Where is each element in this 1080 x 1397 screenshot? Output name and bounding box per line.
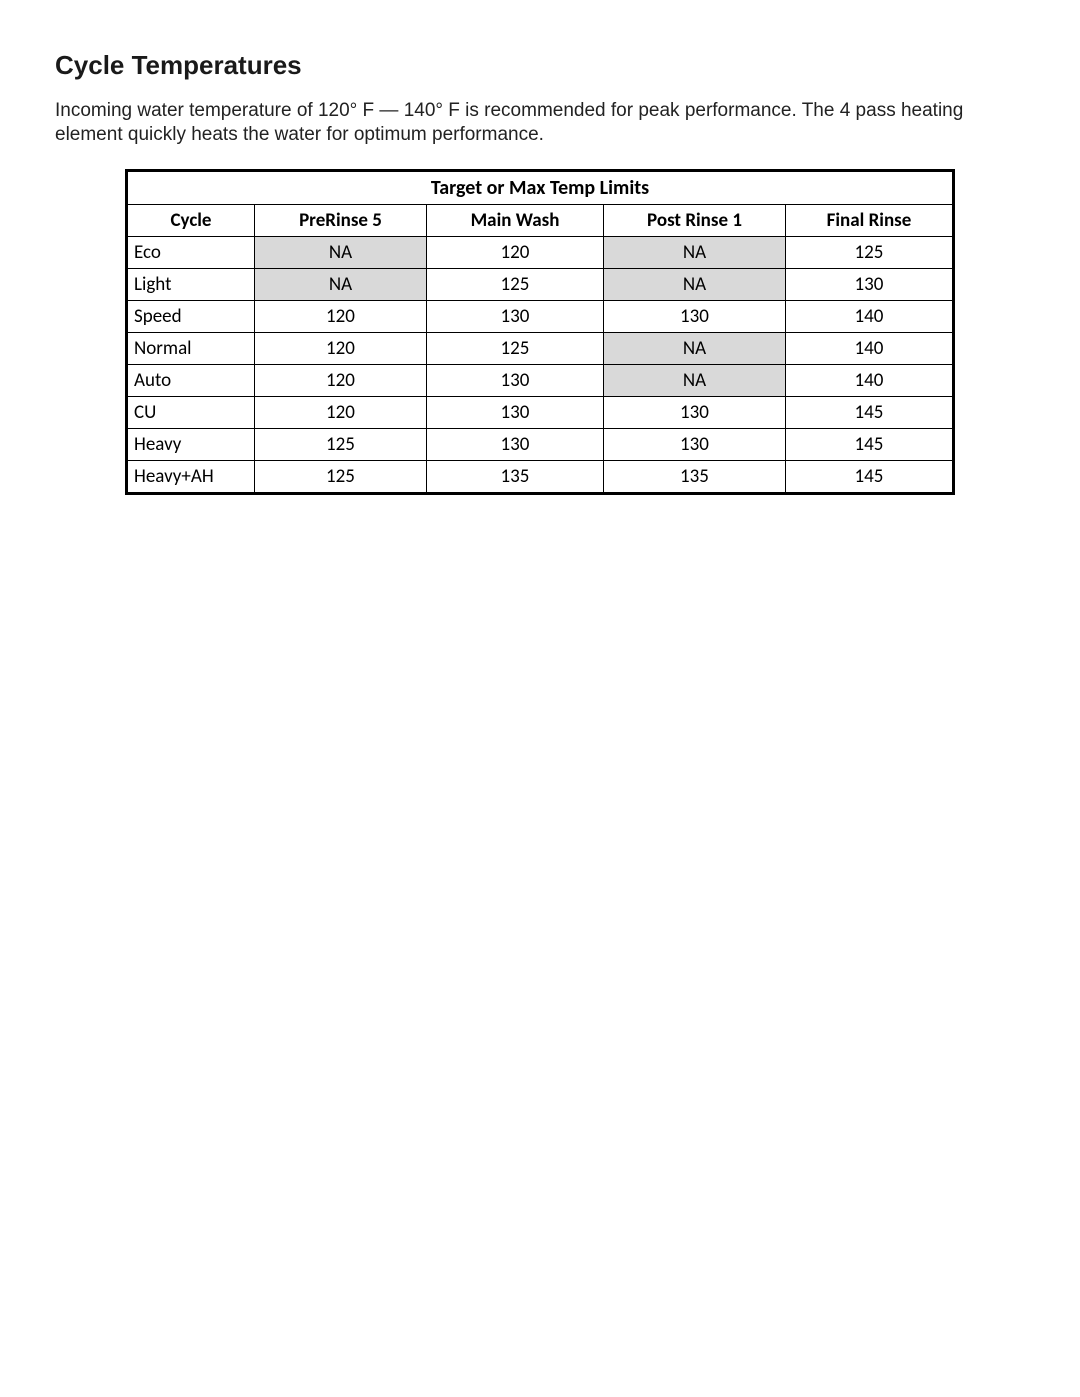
cell-main-wash: 130 <box>427 396 604 428</box>
cell-main-wash: 130 <box>427 428 604 460</box>
table-header-row: Cycle PreRinse 5 Main Wash Post Rinse 1 … <box>127 204 954 236</box>
col-prerinse5: PreRinse 5 <box>255 204 427 236</box>
section-heading: Cycle Temperatures <box>55 50 1025 81</box>
cell-cycle: Light <box>127 268 255 300</box>
table-caption: Target or Max Temp Limits <box>127 170 954 204</box>
cell-final-rinse: 145 <box>786 428 954 460</box>
cell-cycle: Normal <box>127 332 255 364</box>
cell-final-rinse: 140 <box>786 364 954 396</box>
table-row: Heavy125130130145 <box>127 428 954 460</box>
cell-post-rinse1: 130 <box>604 300 786 332</box>
cell-main-wash: 130 <box>427 300 604 332</box>
table-row: EcoNA120NA125 <box>127 236 954 268</box>
cell-main-wash: 125 <box>427 332 604 364</box>
cell-cycle: Heavy+AH <box>127 460 255 493</box>
cell-cycle: Speed <box>127 300 255 332</box>
cell-post-rinse1: 135 <box>604 460 786 493</box>
cell-final-rinse: 145 <box>786 396 954 428</box>
temp-limits-table: Target or Max Temp Limits Cycle PreRinse… <box>125 169 955 495</box>
cell-post-rinse1: NA <box>604 332 786 364</box>
cell-prerinse5: 120 <box>255 332 427 364</box>
cell-prerinse5: 125 <box>255 428 427 460</box>
cell-post-rinse1: 130 <box>604 428 786 460</box>
table-row: Normal120125NA140 <box>127 332 954 364</box>
col-post-rinse1: Post Rinse 1 <box>604 204 786 236</box>
cell-prerinse5: 125 <box>255 460 427 493</box>
cell-post-rinse1: NA <box>604 268 786 300</box>
table-row: Speed120130130140 <box>127 300 954 332</box>
table-row: CU120130130145 <box>127 396 954 428</box>
cell-prerinse5: NA <box>255 236 427 268</box>
cell-cycle: Heavy <box>127 428 255 460</box>
table-row: Heavy+AH125135135145 <box>127 460 954 493</box>
table-row: LightNA125NA130 <box>127 268 954 300</box>
cell-post-rinse1: NA <box>604 236 786 268</box>
cell-post-rinse1: 130 <box>604 396 786 428</box>
table-caption-row: Target or Max Temp Limits <box>127 170 954 204</box>
cell-main-wash: 130 <box>427 364 604 396</box>
cell-prerinse5: 120 <box>255 364 427 396</box>
intro-paragraph: Incoming water temperature of 120° F — 1… <box>55 99 1025 147</box>
cell-final-rinse: 140 <box>786 332 954 364</box>
cell-cycle: Auto <box>127 364 255 396</box>
cell-final-rinse: 130 <box>786 268 954 300</box>
cell-cycle: Eco <box>127 236 255 268</box>
table-body: EcoNA120NA125LightNA125NA130Speed1201301… <box>127 236 954 493</box>
cell-main-wash: 120 <box>427 236 604 268</box>
cell-post-rinse1: NA <box>604 364 786 396</box>
cell-final-rinse: 125 <box>786 236 954 268</box>
cell-main-wash: 125 <box>427 268 604 300</box>
cell-cycle: CU <box>127 396 255 428</box>
col-cycle: Cycle <box>127 204 255 236</box>
document-page: Cycle Temperatures Incoming water temper… <box>0 0 1080 1397</box>
cell-prerinse5: NA <box>255 268 427 300</box>
col-main-wash: Main Wash <box>427 204 604 236</box>
cell-final-rinse: 140 <box>786 300 954 332</box>
table-row: Auto120130NA140 <box>127 364 954 396</box>
cell-final-rinse: 145 <box>786 460 954 493</box>
col-final-rinse: Final Rinse <box>786 204 954 236</box>
cell-prerinse5: 120 <box>255 396 427 428</box>
cell-main-wash: 135 <box>427 460 604 493</box>
cell-prerinse5: 120 <box>255 300 427 332</box>
table-container: Target or Max Temp Limits Cycle PreRinse… <box>55 169 1025 495</box>
